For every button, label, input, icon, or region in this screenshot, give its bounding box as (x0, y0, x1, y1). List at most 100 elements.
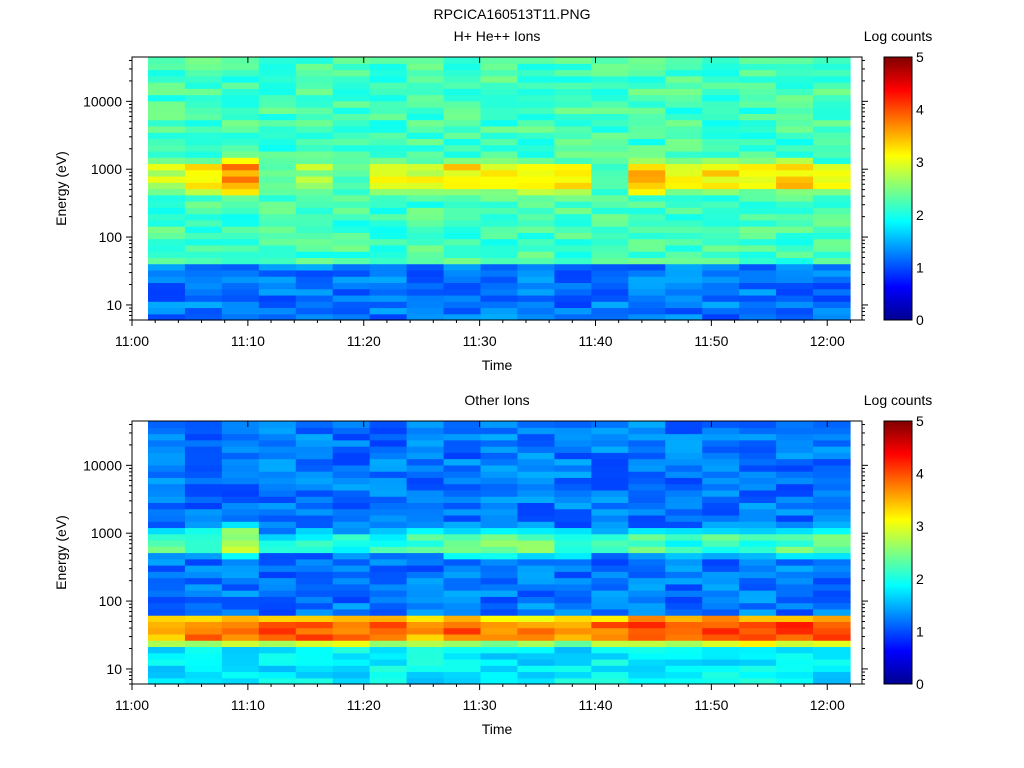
heatmap-cell (702, 627, 740, 635)
heatmap-cell (443, 294, 482, 302)
heatmap-cell (554, 88, 592, 96)
heatmap-cell (369, 219, 408, 227)
heatmap-cell (776, 608, 814, 616)
heatmap-cell (776, 288, 814, 296)
heatmap-cell (702, 226, 740, 233)
heatmap-cell (665, 150, 703, 158)
heatmap-cell (739, 82, 777, 89)
heatmap-cell (480, 144, 519, 152)
heatmap-cell (406, 57, 445, 64)
heatmap-cell (258, 546, 297, 554)
heatmap-cell (295, 244, 334, 252)
heatmap-cell (184, 539, 223, 547)
heatmap-cell (406, 477, 445, 485)
heatmap-cell (184, 244, 223, 252)
heatmap-cell (406, 169, 445, 177)
heatmap-cell (665, 175, 703, 183)
heatmap-cell (554, 213, 592, 221)
heatmap-cell (517, 615, 556, 622)
heatmap-cell (184, 75, 223, 83)
heatmap-cell (148, 94, 186, 102)
y-tick-label: 1000 (91, 525, 122, 541)
heatmap-cell (554, 533, 592, 541)
heatmap-cell (702, 144, 740, 152)
heatmap-cell (184, 508, 223, 516)
heatmap-cell (554, 163, 592, 171)
heatmap-cell (554, 546, 592, 554)
heatmap-cell (480, 446, 519, 453)
heatmap-cell (406, 119, 445, 127)
heatmap-cell (702, 514, 740, 522)
heatmap-cell (480, 282, 519, 290)
heatmap-cell (591, 169, 629, 177)
heatmap-cell (480, 652, 519, 660)
heatmap-cell (443, 496, 482, 503)
heatmap-cell (148, 665, 186, 673)
heatmap-cell (480, 502, 519, 510)
heatmap-cell (739, 75, 777, 83)
heatmap-cell (295, 427, 334, 435)
heatmap-cell (591, 313, 629, 321)
heatmap-cell (184, 527, 223, 535)
heatmap-cell (295, 471, 334, 478)
heatmap-cell (369, 125, 408, 133)
heatmap-cell (739, 477, 777, 485)
heatmap-cell (591, 527, 629, 535)
heatmap-cell (148, 615, 186, 622)
heatmap-cell (443, 665, 482, 673)
heatmap-cell (332, 602, 371, 610)
heatmap-cell (295, 69, 334, 77)
x-tick-label: 11:00 (115, 333, 149, 349)
heatmap-cell (591, 621, 629, 629)
heatmap-cell (739, 163, 777, 171)
heatmap-cell (184, 194, 223, 202)
heatmap-cell (702, 188, 740, 196)
heatmap-cell (813, 301, 851, 309)
heatmap-cell (369, 188, 408, 196)
heatmap-cell (332, 232, 371, 240)
heatmap-cell (443, 288, 482, 296)
heatmap-cell (665, 213, 703, 221)
heatmap-cell (369, 100, 408, 108)
heatmap-cell (406, 263, 445, 271)
heatmap-cell (406, 546, 445, 554)
heatmap-cell (332, 658, 371, 666)
heatmap-cell (332, 558, 371, 566)
heatmap-cell (221, 282, 260, 290)
heatmap-cell (665, 244, 703, 252)
heatmap-cell (295, 640, 334, 648)
y-axis-label: Energy (eV) (53, 515, 69, 590)
heatmap-cell (517, 138, 556, 146)
heatmap-cell (628, 144, 666, 152)
heatmap-cell (702, 421, 740, 428)
heatmap-cell (443, 671, 482, 679)
heatmap-cell (332, 132, 371, 139)
heatmap-cell (221, 169, 260, 177)
heatmap-cell (813, 502, 851, 510)
heatmap-cell (739, 558, 777, 566)
heatmap-cell (369, 546, 408, 554)
heatmap-cell (369, 627, 408, 635)
heatmap-cell (517, 489, 556, 497)
heatmap-cell (702, 294, 740, 302)
heatmap-cell (184, 439, 223, 447)
heatmap-cell (554, 527, 592, 535)
heatmap-cell (739, 527, 777, 535)
heatmap-cell (184, 421, 223, 428)
heatmap-cell (554, 658, 592, 666)
heatmap-cell (628, 565, 666, 572)
heatmap-cell (184, 458, 223, 466)
heatmap-cell (184, 107, 223, 114)
heatmap-cell (702, 533, 740, 541)
heatmap-cell (221, 552, 260, 560)
heatmap-cell (480, 421, 519, 428)
heatmap-cell (295, 590, 334, 597)
heatmap-cell (665, 665, 703, 673)
heatmap-cell (295, 63, 334, 71)
heatmap-cell (148, 232, 186, 240)
heatmap-cell (480, 571, 519, 579)
heatmap-cell (184, 313, 223, 321)
heatmap-cell (702, 464, 740, 472)
heatmap-cell (406, 282, 445, 290)
heatmap-cell (591, 213, 629, 221)
